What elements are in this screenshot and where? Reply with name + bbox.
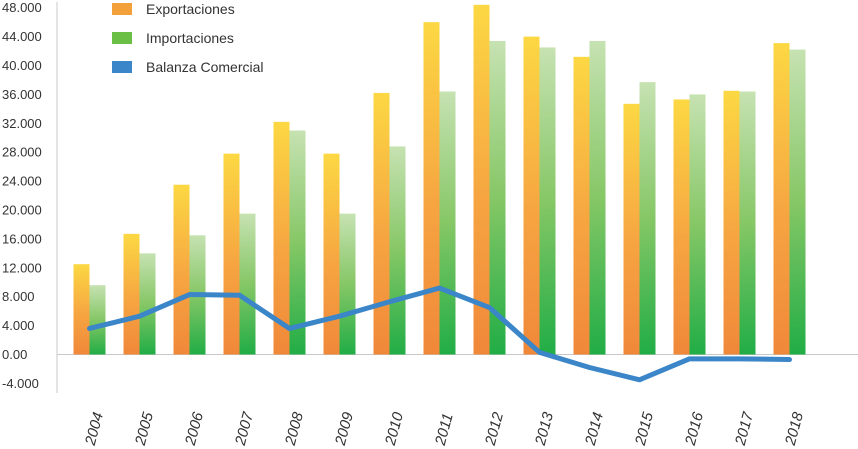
bar-importaciones (789, 49, 806, 355)
bars (73, 4, 806, 355)
legend-label: Importaciones (146, 30, 234, 46)
x-tick-label: 2012 (482, 410, 507, 448)
bar-exportaciones (273, 121, 290, 355)
legend-swatch (112, 61, 132, 73)
y-tick-label: 24.000 (2, 174, 42, 189)
x-tick-label: 2004 (82, 410, 107, 448)
y-tick-label: 8.000 (2, 289, 35, 304)
y-tick-label: 40.000 (2, 58, 42, 73)
bar-importaciones (639, 82, 656, 355)
bar-exportaciones (573, 56, 590, 355)
bar-importaciones (239, 213, 256, 355)
x-tick-label: 2006 (182, 410, 207, 448)
bar-exportaciones (523, 36, 540, 355)
bar-exportaciones (473, 4, 490, 355)
bar-exportaciones (73, 264, 90, 355)
x-tick-label: 2007 (232, 410, 257, 448)
bar-exportaciones (173, 184, 190, 355)
y-tick-label: 36.000 (2, 87, 42, 102)
x-tick-label: 2011 (432, 411, 457, 448)
y-tick-label: 12.000 (2, 260, 42, 275)
bar-importaciones (739, 91, 756, 355)
legend: Exportaciones Importaciones Balanza Comerc… (112, 1, 264, 75)
x-tick-label: 2015 (632, 410, 657, 448)
x-tick-label: 2009 (332, 410, 357, 448)
legend-label: Balanza Comercial (146, 59, 264, 75)
bar-importaciones (689, 94, 706, 355)
bar-exportaciones (373, 92, 390, 355)
y-tick-label: 16.000 (2, 231, 42, 246)
bar-exportaciones (773, 43, 790, 355)
x-tick-label: 2008 (282, 410, 307, 448)
legend-swatch (112, 32, 132, 44)
bar-exportaciones (323, 153, 340, 355)
bar-exportaciones (623, 103, 640, 355)
y-tick-label: 28.000 (2, 145, 42, 160)
bar-exportaciones (723, 90, 740, 355)
bar-importaciones (389, 146, 406, 355)
x-tick-label: 2016 (682, 410, 707, 448)
x-tick-label: 2018 (782, 410, 807, 448)
bar-importaciones (89, 285, 106, 355)
bar-exportaciones (423, 22, 440, 355)
bar-importaciones (139, 253, 156, 355)
x-tick-label: 2005 (132, 410, 157, 448)
x-tick-label: 2017 (732, 410, 757, 448)
y-tick-label: 0.00 (2, 347, 27, 362)
bar-importaciones (339, 213, 356, 355)
bar-importaciones (289, 130, 306, 355)
y-tick-label: 44.000 (2, 29, 42, 44)
bar-importaciones (439, 91, 456, 355)
legend-swatch (112, 3, 132, 15)
bar-importaciones (589, 40, 606, 355)
y-tick-labels: 48.000 44.000 40.000 36.000 32.000 28.000 24.0… (2, 0, 42, 391)
x-tick-label: 2010 (382, 410, 407, 448)
x-tick-labels: 2004 2005 2006 2007 2008 2009 2010 2011 2012 2013… (82, 410, 807, 448)
y-tick-label: 4.000 (2, 318, 35, 333)
y-tick-label: 48.000 (2, 0, 42, 15)
y-tick-label: 32.000 (2, 116, 42, 131)
bar-exportaciones (223, 153, 240, 355)
x-tick-label: 2014 (582, 410, 607, 448)
y-tick-label: -4.000 (2, 376, 39, 391)
y-tick-label: 20.000 (2, 203, 42, 218)
bar-exportaciones (673, 99, 690, 355)
balance-line-layer (87, 285, 792, 383)
bar-importaciones (489, 40, 506, 355)
bar-exportaciones (123, 233, 140, 355)
x-tick-label: 2013 (532, 410, 557, 448)
legend-label: Exportaciones (146, 1, 235, 17)
bar-importaciones (539, 47, 556, 355)
